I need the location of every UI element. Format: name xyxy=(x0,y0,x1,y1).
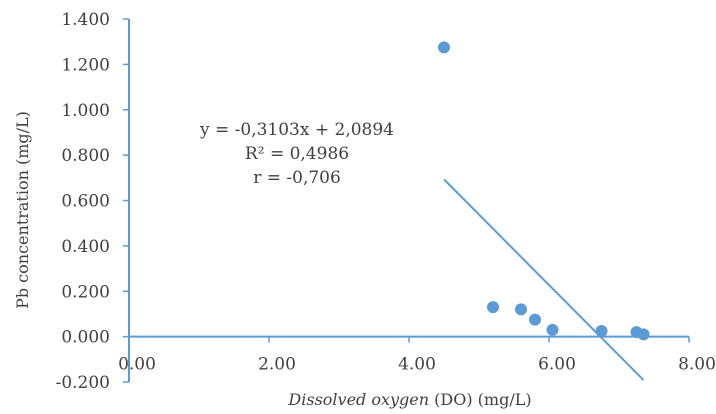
y-tick-label: 0.000 xyxy=(61,328,110,348)
data-point xyxy=(637,328,650,341)
x-tick-label: 2.00 xyxy=(258,355,296,375)
r-squared-label: R² = 0,4986 xyxy=(245,144,349,164)
y-tick-label: 0.600 xyxy=(61,192,110,212)
correlation-label: r = -0,706 xyxy=(253,168,341,188)
y-tick-label: 0.200 xyxy=(61,282,110,302)
x-axis-title: Dissolved oxygen (DO) (mg/L) xyxy=(287,390,531,409)
y-tick-label: 0.800 xyxy=(61,146,110,166)
x-tick-label: 8.00 xyxy=(678,355,716,375)
y-tick-label: -0.200 xyxy=(56,373,110,393)
trendline xyxy=(443,178,645,381)
y-tick-label: 1.000 xyxy=(61,101,110,121)
data-point xyxy=(529,313,541,326)
equation-label: y = -0,3103x + 2,0894 xyxy=(199,120,394,140)
y-axis-title: Pb concentration (mg/L) xyxy=(13,111,32,309)
data-point xyxy=(515,303,527,316)
y-tick-label: 1.400 xyxy=(61,10,110,30)
x-tick-label: 6.00 xyxy=(538,355,576,375)
data-point xyxy=(438,41,450,54)
data-point xyxy=(546,323,559,336)
x-tick-label: 4.00 xyxy=(398,355,436,375)
y-tick-label: 1.200 xyxy=(61,55,110,75)
data-point xyxy=(595,324,608,337)
data-point xyxy=(487,301,499,314)
x-tick-label: 0.00 xyxy=(118,355,156,375)
y-tick-label: 0.400 xyxy=(61,237,110,257)
